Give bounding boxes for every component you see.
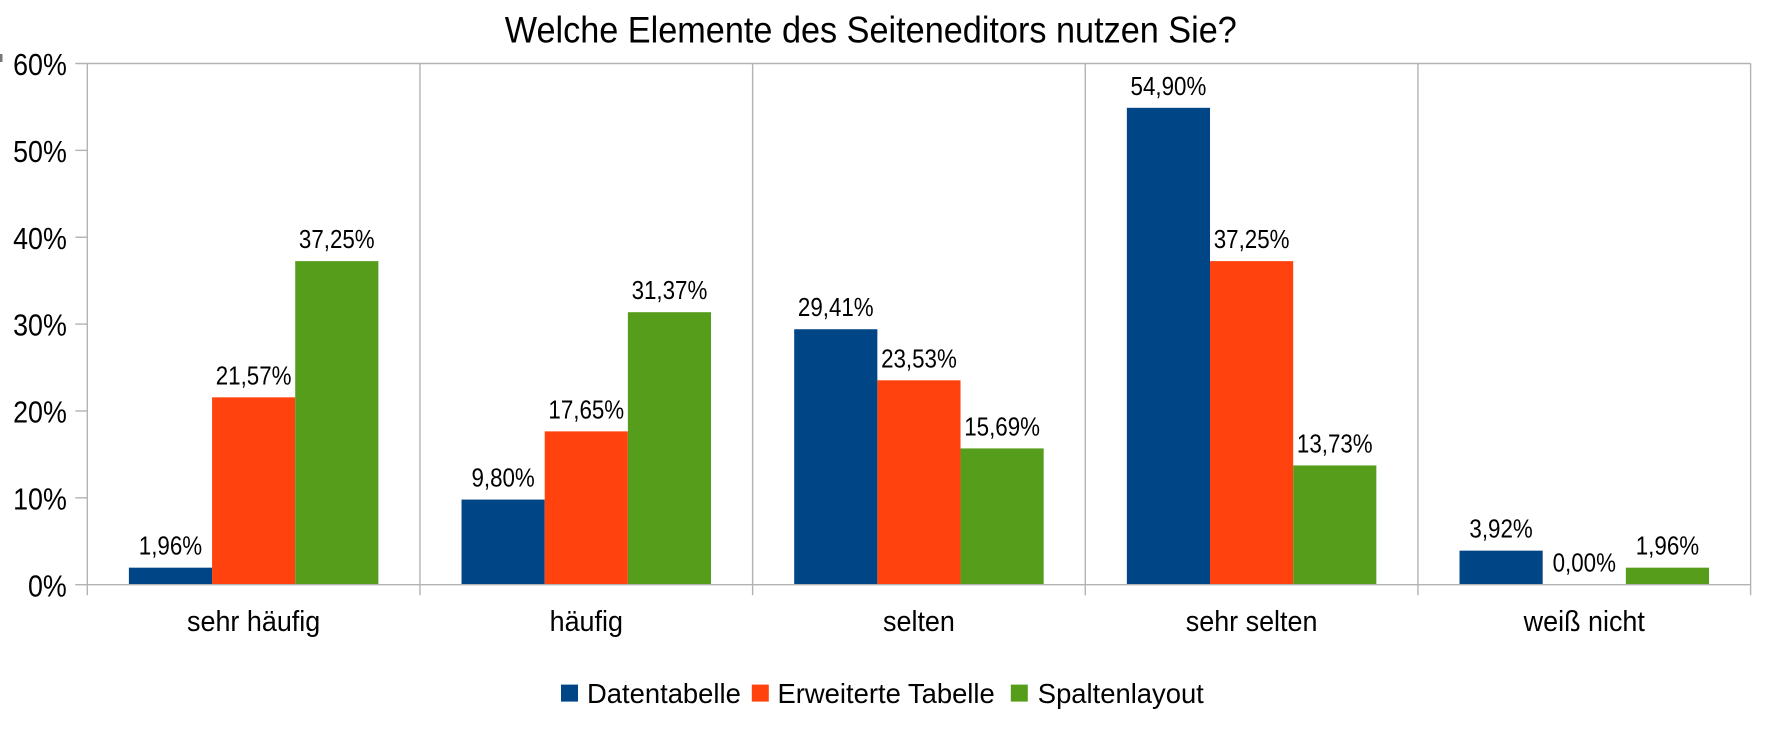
- svg-text:0%: 0%: [28, 570, 67, 604]
- svg-text:weiß nicht: weiß nicht: [1523, 606, 1645, 638]
- svg-text:Datentabelle: Datentabelle: [587, 678, 741, 709]
- svg-text:1,96%: 1,96%: [1636, 532, 1699, 561]
- svg-text:3,92%: 3,92%: [1469, 515, 1532, 544]
- svg-text:50%: 50%: [13, 135, 67, 169]
- svg-text:13,73%: 13,73%: [1297, 430, 1373, 459]
- svg-text:37,25%: 37,25%: [299, 225, 375, 254]
- svg-text:54,90%: 54,90%: [1131, 72, 1207, 101]
- svg-text:17,65%: 17,65%: [548, 396, 624, 425]
- svg-text:9,80%: 9,80%: [471, 464, 534, 493]
- svg-text:30%: 30%: [13, 309, 67, 343]
- svg-text:31,37%: 31,37%: [632, 277, 708, 306]
- svg-text:15,69%: 15,69%: [964, 413, 1040, 442]
- svg-text:Spaltenlayout: Spaltenlayout: [1038, 678, 1204, 709]
- svg-text:40%: 40%: [13, 222, 67, 256]
- svg-text:selten: selten: [883, 606, 955, 638]
- svg-text:1,96%: 1,96%: [139, 532, 202, 561]
- svg-text:23,53%: 23,53%: [881, 345, 957, 374]
- svg-text:sehr selten: sehr selten: [1186, 606, 1318, 638]
- svg-text:60%: 60%: [13, 49, 67, 83]
- svg-text:21,57%: 21,57%: [216, 362, 292, 391]
- svg-text:29,41%: 29,41%: [798, 294, 874, 323]
- svg-text:Erweiterte Tabelle: Erweiterte Tabelle: [778, 678, 995, 709]
- svg-text:0,00%: 0,00%: [1553, 549, 1616, 578]
- svg-text:sehr häufig: sehr häufig: [187, 606, 320, 638]
- svg-text:20%: 20%: [13, 396, 67, 430]
- svg-text:Welche Elemente des Seitenedit: Welche Elemente des Seiteneditors nutzen…: [505, 9, 1237, 51]
- svg-text:10%: 10%: [13, 483, 67, 517]
- svg-text:37,25%: 37,25%: [1214, 225, 1290, 254]
- svg-text:häufig: häufig: [550, 606, 623, 638]
